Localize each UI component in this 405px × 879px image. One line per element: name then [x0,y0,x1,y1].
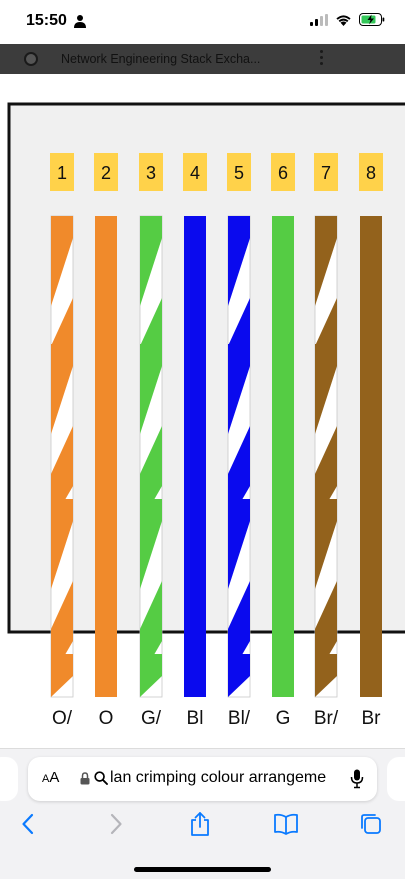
more-vertical-icon[interactable] [318,50,324,68]
page-content: 1 2 3 4 5 6 7 8 O/O G/Bl Bl/G Br/Br [0,74,405,750]
wire-7-stripe-1 [315,216,337,306]
wire-3-stripe-2 [140,344,162,434]
address-bar[interactable]: AA lan crimping colour arrangeme [28,757,377,801]
pin-3-box [139,153,163,191]
tabs-button[interactable] [356,809,386,839]
wire-labels: O/O G/Bl Bl/G Br/Br [52,708,381,729]
back-button[interactable] [13,809,43,839]
wire-1-stripe-2 [51,344,73,434]
wire-5-stripe-4 [228,654,250,697]
person-icon [74,15,86,28]
pin-1: 1 [50,153,74,191]
pin-7-number: 7 [321,163,331,183]
pin-1-box [50,153,74,191]
status-time: 15:50 [26,12,67,29]
wire-2-label: O [99,708,114,729]
wire-3-stripe-4 [140,654,162,697]
wire-7-stripe-4 [315,654,337,697]
next-tab-preview[interactable] [387,757,405,801]
forward-icon [110,813,122,835]
pin-6-number: 6 [278,163,288,183]
status-icons [310,13,385,26]
search-icon [94,771,108,785]
wires [50,215,382,698]
page-title[interactable]: Network Engineering Stack Excha... [61,52,261,66]
wire-5-stripe-3 [228,499,250,589]
wire-1 [50,215,74,698]
wire-3 [139,215,163,698]
status-bar: 15:50 [0,0,405,44]
wire-4-body [184,216,206,697]
lock-icon [80,772,90,785]
network-engineering-favicon [24,52,38,66]
pin-5-box [227,153,251,191]
pin-4: 4 [183,153,207,191]
wire-2-body [95,216,117,697]
wire-7-label: Br/ [314,708,339,729]
wire-7-stripe-2 [315,344,337,434]
wire-5-label: Bl/ [228,708,251,729]
pin-6: 6 [271,153,295,191]
text-size-button[interactable]: AA [42,769,60,786]
wire-8-body [360,216,382,697]
wiring-diagram: 1 2 3 4 5 6 7 8 O/O G/Bl Bl/G Br/Br [7,102,405,729]
wifi-icon [336,14,351,26]
pin-5: 5 [227,153,251,191]
wire-2 [95,216,117,697]
share-icon [191,812,209,836]
back-icon [22,813,34,835]
wire-1-stripe-3 [51,499,73,589]
wire-4-label: Bl [187,708,204,729]
pin-1-number: 1 [57,163,67,183]
pin-7-box [314,153,338,191]
page-tab-bar: Network Engineering Stack Excha... [0,44,405,74]
wire-8 [360,216,382,697]
wire-3-label: G/ [141,708,162,729]
wire-4 [184,216,206,697]
pin-2: 2 [94,153,118,191]
wire-5-stripe-2 [228,344,250,434]
wire-6-body [272,216,294,697]
url-field[interactable]: lan crimping colour arrangeme [110,769,327,786]
pin-8: 8 [359,153,383,191]
forward-button[interactable] [101,809,131,839]
pin-5-number: 5 [234,163,244,183]
pin-6-box [271,153,295,191]
pin-2-number: 2 [101,163,111,183]
pin-numbers: 1 2 3 4 5 6 7 8 [50,153,383,191]
pin-3: 3 [139,153,163,191]
wire-3-stripe-3 [140,499,162,589]
share-button[interactable] [185,809,215,839]
home-indicator [134,867,271,872]
wire-1-stripe-4 [51,654,73,697]
signal-icon [310,13,328,26]
wire-3-stripe-1 [140,216,162,306]
pin-4-box [183,153,207,191]
wire-1-stripe-1 [51,216,73,306]
wire-1-label: O/ [52,708,73,729]
wire-6 [272,216,294,697]
wire-5-stripe-1 [228,216,250,306]
pin-3-number: 3 [146,163,156,183]
pin-8-box [359,153,383,191]
pin-4-number: 4 [190,163,200,183]
wire-6-label: G [276,708,291,729]
pin-7: 7 [314,153,338,191]
bookmarks-button[interactable] [271,809,301,839]
battery-charging-icon [359,13,385,26]
microphone-icon[interactable] [350,769,364,789]
wire-5 [227,215,251,698]
pin-8-number: 8 [366,163,376,183]
browser-bottom-bar: AA lan crimping colour arrangeme [0,748,405,879]
pin-2-box [94,153,118,191]
wire-7 [314,215,338,698]
bookmarks-icon [274,813,298,835]
wire-7-stripe-3 [315,499,337,589]
previous-tab-preview[interactable] [0,757,18,801]
tabs-icon [361,814,381,834]
wire-8-label: Br [362,708,382,729]
